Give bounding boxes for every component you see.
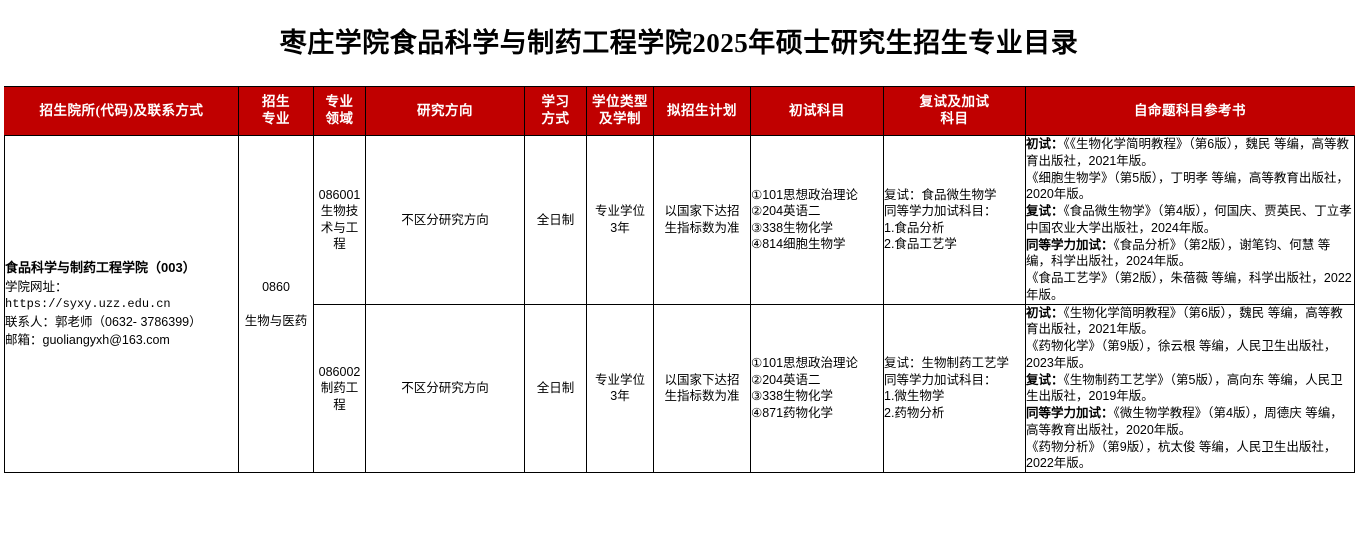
column-header-research-direction: 研究方向 — [365, 86, 525, 137]
reference-book-entry: 初试：《《生物化学简明教程》（第6版），魏民 等编，高等教育出版社，2021年版… — [1026, 136, 1354, 170]
cell-enrollment-plan: 以国家下达招 生指标数为准 — [653, 303, 751, 474]
table-row: 086002 制药工 程 不区分研究方向 全日制 专业学位 3年 以国家下达招 … — [5, 303, 1355, 474]
reference-book-label: 初试： — [1026, 137, 1064, 152]
institute-website-label: 学院网址： — [5, 279, 68, 294]
reference-book-entry: 初试：《生物化学简明教程》（第6版），魏民 等编，高等教育出版社，2021年版。 — [1026, 305, 1354, 339]
reference-book-entry: 同等学力加试：《微生物学教程》（第4版），周德庆 等编，高等教育出版社，2020… — [1026, 405, 1354, 439]
institute-contact: 联系人：郭老师（0632- 3786399） — [5, 315, 202, 330]
reference-book-label: 初试： — [1026, 305, 1064, 320]
reference-book-label: 复试： — [1026, 372, 1064, 387]
major-code: 0860 — [262, 279, 290, 294]
reference-book-text: 《食品微生物学》（第4版），何国庆、贾英民、丁立孝中国农业大学出版社，2024年… — [1026, 204, 1352, 235]
reference-book-entry: 《药物化学》（第9版），徐云根 等编，人民卫生出版社，2023年版。 — [1026, 338, 1354, 372]
cell-degree-type: 专业学位 3年 — [586, 303, 654, 474]
institute-email[interactable]: 邮箱：guoliangyxh@163.com — [5, 333, 170, 348]
cell-reference-books: 初试：《《生物化学简明教程》（第6版），魏民 等编，高等教育出版社，2021年版… — [1025, 135, 1355, 305]
reference-book-text: 《食品分析》（第2版），谢笔钧、何慧 等编，科学出版社，2024年版。 — [1026, 237, 1331, 269]
header-row: 招生院所(代码)及联系方式 招生 专业 专业 领域 研究方向 学习 方式 学位类… — [4, 86, 1355, 137]
reference-book-entry: 《食品工艺学》（第2版），朱蓓薇 等编，科学出版社，2022年版。 — [1026, 270, 1354, 304]
table-body: 食品科学与制药工程学院（003） 学院网址： https://syxy.uzz.… — [4, 135, 1355, 474]
cell-major: 0860 生物与医药 — [238, 135, 314, 474]
column-header-major: 招生 专业 — [238, 86, 314, 137]
cell-retest: 复试：生物制药工艺学 同等学力加试科目： 1.微生物学 2.药物分析 — [883, 303, 1026, 474]
institute-website[interactable]: https://syxy.uzz.edu.cn — [5, 296, 171, 311]
reference-book-entry: 复试：《食品微生物学》（第4版），何国庆、贾英民、丁立孝中国农业大学出版社，20… — [1026, 203, 1354, 237]
reference-book-text: 《药物化学》（第9版），徐云根 等编，人民卫生出版社，2023年版。 — [1026, 339, 1337, 370]
reference-book-entry: 《药物分析》（第9版），杭太俊 等编，人民卫生出版社，2022年版。 — [1026, 439, 1354, 473]
page-root: 枣庄学院食品科学与制药工程学院2025年硕士研究生招生专业目录 招生院所(代码)… — [0, 18, 1358, 474]
cell-field: 086002 制药工 程 — [313, 303, 366, 474]
cell-first-exam: ①101思想政治理论 ②204英语二 ③338生物化学 ④871药物化学 — [750, 303, 884, 474]
reference-book-text: 《生物制药工艺学》（第5版），高向东 等编，人民卫生出版社，2019年版。 — [1026, 372, 1343, 404]
column-header-degree-type: 学位类型 及学制 — [586, 86, 654, 137]
cell-degree-type: 专业学位 3年 — [586, 135, 654, 305]
page-title: 枣庄学院食品科学与制药工程学院2025年硕士研究生招生专业目录 — [279, 28, 1079, 59]
institute-name: 食品科学与制药工程学院（003） — [5, 259, 196, 275]
table-row: 食品科学与制药工程学院（003） 学院网址： https://syxy.uzz.… — [4, 135, 1355, 474]
table-container: 招生院所(代码)及联系方式 招生 专业 专业 领域 研究方向 学习 方式 学位类… — [0, 86, 1358, 474]
reference-book-text: 《微生物学教程》（第4版），周德庆 等编，高等教育出版社，2020年版。 — [1026, 406, 1343, 437]
cell-study-mode: 全日制 — [524, 135, 587, 305]
column-header-enrollment-plan: 拟招生计划 — [653, 86, 751, 137]
reference-book-label: 同等学力加试： — [1026, 237, 1114, 252]
reference-book-text: 《细胞生物学》（第5版），丁明孝 等编，高等教育出版社，2020年版。 — [1026, 170, 1349, 202]
column-header-reference-books: 自命题科目参考书 — [1025, 86, 1355, 137]
cell-enrollment-plan: 以国家下达招 生指标数为准 — [653, 135, 751, 305]
reference-book-label: 同等学力加试： — [1026, 406, 1114, 421]
reference-book-label: 复试： — [1026, 204, 1064, 219]
cell-research-direction: 不区分研究方向 — [365, 303, 525, 474]
cell-study-mode: 全日制 — [524, 303, 587, 474]
cell-reference-books: 初试：《生物化学简明教程》（第6版），魏民 等编，高等教育出版社，2021年版。… — [1025, 303, 1355, 474]
column-header-first-exam: 初试科目 — [750, 86, 884, 137]
reference-book-text: 《生物化学简明教程》（第6版），魏民 等编，高等教育出版社，2021年版。 — [1026, 305, 1343, 337]
reference-book-text: 《药物分析》（第9版），杭太俊 等编，人民卫生出版社，2022年版。 — [1026, 439, 1337, 471]
reference-book-entry: 同等学力加试：《食品分析》（第2版），谢笔钧、何慧 等编，科学出版社，2024年… — [1026, 237, 1354, 271]
column-header-field: 专业 领域 — [313, 86, 366, 137]
cell-retest: 复试：食品微生物学 同等学力加试科目： 1.食品分析 2.食品工艺学 — [883, 135, 1026, 305]
major-name: 生物与医药 — [244, 313, 308, 328]
admissions-catalog-table: 招生院所(代码)及联系方式 招生 专业 专业 领域 研究方向 学习 方式 学位类… — [4, 86, 1355, 474]
reference-book-text: 《食品工艺学》（第2版），朱蓓薇 等编，科学出版社，2022年版。 — [1026, 271, 1352, 302]
column-header-retest: 复试及加试 科目 — [883, 86, 1026, 137]
cell-research-direction: 不区分研究方向 — [365, 135, 525, 305]
cell-institute-info: 食品科学与制药工程学院（003） 学院网址： https://syxy.uzz.… — [4, 135, 239, 474]
cell-field: 086001 生物技 术与工 程 — [313, 135, 366, 305]
reference-book-text: 《《生物化学简明教程》（第6版），魏民 等编，高等教育出版社，2021年版。 — [1026, 137, 1349, 168]
reference-book-entry: 《细胞生物学》（第5版），丁明孝 等编，高等教育出版社，2020年版。 — [1026, 170, 1354, 204]
column-header-institute: 招生院所(代码)及联系方式 — [4, 86, 239, 137]
reference-book-entry: 复试：《生物制药工艺学》（第5版），高向东 等编，人民卫生出版社，2019年版。 — [1026, 372, 1354, 406]
column-header-study-mode: 学习 方式 — [524, 86, 587, 137]
table-header: 招生院所(代码)及联系方式 招生 专业 专业 领域 研究方向 学习 方式 学位类… — [4, 86, 1355, 137]
cell-first-exam: ①101思想政治理论 ②204英语二 ③338生物化学 ④814细胞生物学 — [750, 135, 884, 305]
